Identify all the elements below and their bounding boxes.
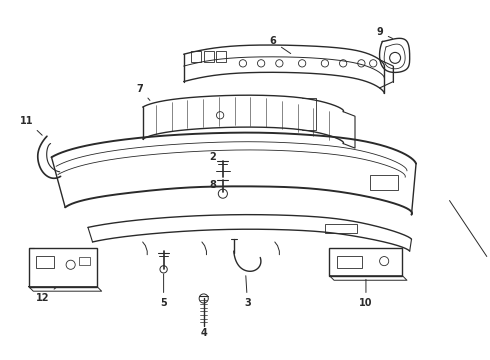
Text: 4: 4 [200, 328, 207, 338]
Text: 8: 8 [209, 180, 216, 190]
Bar [36, 256, 54, 269]
Text: 12: 12 [36, 288, 56, 303]
Text: 1: 1 [449, 201, 490, 271]
Bar [217, 51, 226, 62]
Bar [325, 224, 357, 233]
Text: 11: 11 [20, 116, 42, 135]
Bar [79, 257, 90, 265]
Bar [29, 248, 97, 287]
Text: 7: 7 [137, 84, 150, 100]
Text: 5: 5 [160, 274, 167, 308]
Text: 10: 10 [359, 279, 373, 308]
Bar [337, 256, 362, 269]
Bar [204, 51, 214, 62]
Text: 6: 6 [270, 36, 291, 54]
Text: 3: 3 [244, 276, 251, 308]
Text: 2: 2 [209, 152, 216, 162]
Bar [191, 51, 201, 62]
Bar [329, 248, 402, 276]
Bar [370, 175, 398, 190]
Text: 9: 9 [376, 27, 392, 39]
